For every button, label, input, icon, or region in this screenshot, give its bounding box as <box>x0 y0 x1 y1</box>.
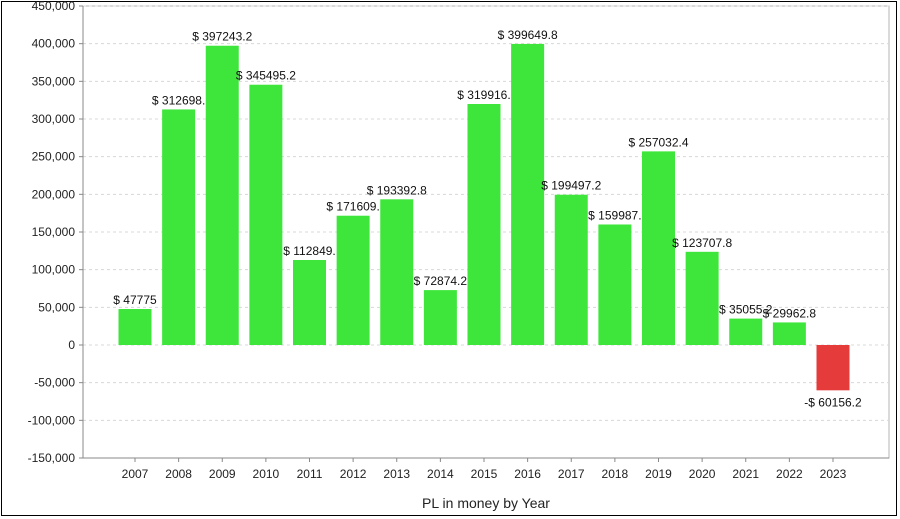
x-tick-label: 2012 <box>340 467 367 481</box>
y-tick-label: 350,000 <box>32 74 76 88</box>
x-axis-title: PL in money by Year <box>422 495 550 511</box>
x-tick-label: 2023 <box>820 467 847 481</box>
x-tick-label: 2021 <box>732 467 759 481</box>
y-tick-label: -150,000 <box>28 451 76 465</box>
bars <box>118 43 850 391</box>
bar-2019[interactable] <box>642 151 675 345</box>
bar-2014[interactable] <box>423 290 457 345</box>
data-label-2007: $ 47775 <box>113 293 157 307</box>
x-axis-ticks: 2007 2008 2009 2010 2011 2012 2013 2014 2015 2016… <box>122 458 847 481</box>
data-label-2016: $ 399649.8 <box>498 28 558 42</box>
x-tick-label: 2022 <box>776 467 803 481</box>
bar-2021[interactable] <box>729 318 763 345</box>
bar-2023[interactable] <box>816 345 850 391</box>
y-tick-label: 0 <box>68 338 75 352</box>
bar-2020[interactable] <box>685 251 719 345</box>
y-tick-label: -50,000 <box>34 376 75 390</box>
data-label-2008: $ 312698. <box>152 93 205 107</box>
data-label-2022: $ 29962.8 <box>763 306 817 320</box>
data-label-2017: $ 199497.2 <box>541 179 601 193</box>
x-tick-label: 2016 <box>514 467 541 481</box>
bar-2018[interactable] <box>598 224 632 345</box>
y-tick-label: 50,000 <box>38 300 75 314</box>
y-tick-label: 250,000 <box>32 150 76 164</box>
y-tick-label: 100,000 <box>32 263 76 277</box>
x-tick-label: 2013 <box>383 467 410 481</box>
y-tick-label: -100,000 <box>28 413 76 427</box>
y-tick-label: 400,000 <box>32 37 76 51</box>
y-tick-label: 300,000 <box>32 112 76 126</box>
data-label-2019: $ 257032.4 <box>628 135 688 149</box>
bar-2015[interactable] <box>467 103 501 345</box>
data-label-2020: $ 123707.8 <box>672 236 732 250</box>
bar-2011[interactable] <box>293 259 326 345</box>
bar-2009[interactable] <box>205 45 239 345</box>
y-tick-label: 450,000 <box>32 0 76 13</box>
data-label-2023: -$ 60156.2 <box>804 395 862 409</box>
bar-2010[interactable] <box>249 84 283 345</box>
x-tick-label: 2020 <box>689 467 716 481</box>
data-label-2018: $ 159987. <box>588 208 641 222</box>
x-tick-label: 2015 <box>471 467 498 481</box>
y-tick-label: 150,000 <box>32 225 76 239</box>
data-label-2010: $ 345495.2 <box>236 69 296 83</box>
data-label-2013: $ 193392.8 <box>367 183 427 197</box>
data-labels: $ 47775 $ 312698. $ 397243.2 $ 345495.2 $ 11… <box>113 28 862 409</box>
data-label-2011: $ 112849. <box>283 244 336 258</box>
bar-2013[interactable] <box>380 199 414 345</box>
x-tick-label: 2018 <box>602 467 629 481</box>
x-tick-label: 2014 <box>427 467 454 481</box>
x-tick-label: 2007 <box>122 467 149 481</box>
data-label-2009: $ 397243.2 <box>192 30 252 44</box>
bar-2022[interactable] <box>772 322 806 345</box>
y-tick-label: 200,000 <box>32 187 76 201</box>
data-label-2021: $ 35055.2 <box>719 303 773 317</box>
data-label-2015: $ 319916. <box>457 88 510 102</box>
bar-2008[interactable] <box>162 109 196 345</box>
bar-2012[interactable] <box>336 215 370 345</box>
y-axis-ticks: -150,000 -100,000 -50,000 0 50,000 100,000 150… <box>28 0 83 465</box>
data-label-2014: $ 72874.2 <box>414 274 468 288</box>
bar-2017[interactable] <box>554 194 588 345</box>
x-tick-label: 2019 <box>645 467 672 481</box>
bar-2016[interactable] <box>511 43 545 346</box>
x-tick-label: 2011 <box>297 467 323 481</box>
x-tick-label: 2009 <box>209 467 236 481</box>
bar-2007[interactable] <box>118 309 152 345</box>
x-tick-label: 2008 <box>165 467 192 481</box>
data-label-2012: $ 171609. <box>326 200 379 214</box>
x-tick-label: 2010 <box>253 467 280 481</box>
x-tick-label: 2017 <box>558 467 585 481</box>
